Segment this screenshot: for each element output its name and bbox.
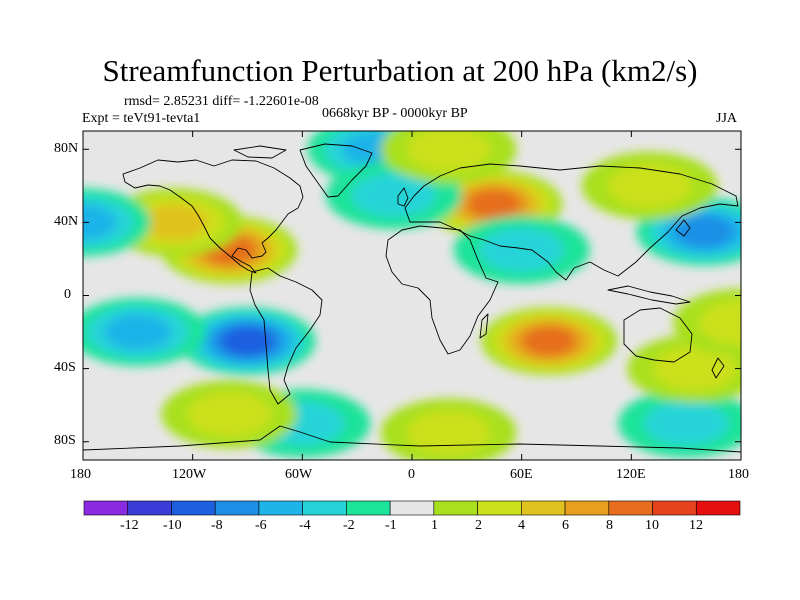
axis-ticks (82, 131, 742, 460)
coast-africa (385, 225, 499, 355)
experiment-label: Expt = teVt91-tevta1 (82, 111, 201, 126)
colorbar-swatch (214, 500, 260, 516)
anomaly-contour (221, 326, 274, 356)
anomaly-contour (83, 204, 117, 241)
colorbar-label: -2 (343, 518, 355, 533)
colorbar-swatch (695, 500, 741, 516)
colorbar-label: 4 (518, 518, 525, 533)
coast-south-america (249, 267, 323, 405)
colorbar-swatch (346, 500, 391, 516)
x-tick-label: 0 (408, 467, 415, 482)
colorbar-swatch (171, 500, 216, 516)
time-period: 0668kyr BP - 0000kyr BP (322, 106, 468, 121)
colorbar-swatch (433, 500, 478, 516)
x-tick-label: 120W (172, 467, 207, 482)
anomaly-contour (406, 131, 491, 172)
anomaly-contour (644, 401, 729, 446)
anomaly-contour (141, 204, 208, 241)
map-title: Streamfunction Perturbation at 200 hPa (… (102, 53, 698, 88)
anomaly-contour (187, 392, 272, 437)
anomaly-contour (699, 300, 741, 345)
colorbar-label: 1 (431, 518, 438, 533)
colorbar-swatch (302, 500, 347, 516)
colorbar-label: 2 (475, 518, 482, 533)
season-label: JJA (716, 111, 738, 126)
anomaly-contour (607, 163, 692, 208)
coast-australia (623, 307, 693, 363)
anomaly-contour (675, 215, 734, 248)
colorbar-label: -6 (255, 518, 267, 533)
anomaly-contour (653, 346, 738, 391)
colorbar-label: -8 (211, 518, 223, 533)
anomaly-field (83, 131, 741, 460)
coast-arctic-islands (233, 145, 287, 159)
colorbar-swatch (521, 500, 566, 516)
y-tick-label: 40S (54, 360, 76, 375)
x-tick-label: 60W (285, 467, 313, 482)
anomaly-contour (479, 227, 564, 272)
anomaly-contour (406, 410, 491, 455)
colorbar-swatch (564, 500, 610, 516)
y-tick-label: 40N (54, 214, 79, 229)
colorbar-swatch (127, 500, 172, 516)
x-tick-label: 120E (616, 467, 646, 482)
coast-madagascar (479, 313, 489, 339)
colorbar-swatch (258, 500, 303, 516)
anomaly-contour (104, 314, 172, 351)
anomaly-contour (351, 172, 436, 217)
plot-area (83, 131, 741, 460)
coast-indonesia (607, 285, 691, 305)
x-tick-label: 180 (728, 467, 749, 482)
colorbar-label: 8 (606, 518, 613, 533)
anomaly-contour (467, 189, 521, 219)
colorbar (83, 500, 741, 516)
y-tick-label: 80S (54, 433, 76, 448)
coastlines (83, 143, 741, 453)
rmsd-stats: rmsd= 2.85231 diff= -1.22601e-08 (124, 94, 319, 109)
x-tick-label: 180 (70, 467, 91, 482)
colorbar-swatch (477, 500, 522, 516)
colorbar-label: -12 (120, 518, 139, 533)
coast-eurasia (404, 163, 739, 281)
coast-japan (675, 219, 691, 237)
colorbar-label: -4 (299, 518, 311, 533)
colorbar-label: -10 (163, 518, 182, 533)
colorbar-label: 12 (689, 518, 703, 533)
coast-britain (397, 187, 409, 207)
colorbar-swatch (652, 500, 697, 516)
anomaly-contour (522, 326, 576, 356)
coast-new-zealand (711, 357, 725, 379)
x-tick-label: 60E (510, 467, 533, 482)
y-tick-label: 80N (54, 141, 79, 156)
colorbar-label: 6 (562, 518, 569, 533)
coast-antarctica (83, 425, 741, 453)
colorbar-swatch (608, 500, 653, 516)
colorbar-swatch (83, 500, 129, 516)
y-tick-label: 0 (64, 287, 71, 302)
colorbar-label: -1 (385, 518, 397, 533)
colorbar-label: 10 (645, 518, 659, 533)
colorbar-swatch (389, 500, 435, 516)
coast-greenland (299, 143, 373, 198)
coast-north-america (122, 159, 304, 274)
